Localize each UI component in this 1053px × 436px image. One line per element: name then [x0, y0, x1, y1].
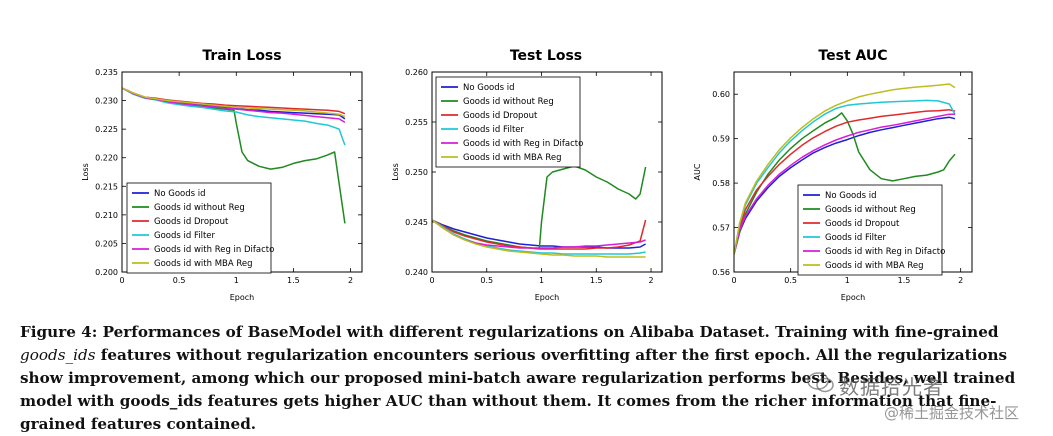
x-tick-label: 1.5: [590, 276, 603, 285]
x-tick-label: 2: [649, 276, 654, 285]
y-tick-label: 0.235: [95, 68, 118, 77]
x-tick-label: 1: [234, 276, 239, 285]
x-tick-label: 0.5: [173, 276, 186, 285]
series-line-4: [122, 87, 346, 146]
series-line-6: [432, 219, 646, 258]
x-tick-label: 0.5: [480, 276, 493, 285]
legend-box: [435, 76, 581, 168]
x-axis-label: Epoch: [535, 293, 560, 302]
y-tick-label: 0.200: [95, 268, 118, 277]
y-tick-label: 0.57: [712, 224, 730, 233]
legend-entry: No Goods id: [154, 189, 206, 199]
caption-italic-term: goods_ids: [20, 346, 96, 364]
y-tick-label: 0.58: [712, 179, 730, 188]
series-line-5: [734, 113, 955, 255]
y-tick-label: 0.210: [95, 211, 118, 220]
legend-entry: Goods id with MBA Reg: [825, 261, 924, 271]
y-tick-label: 0.215: [95, 182, 118, 191]
legend-entry: No Goods id: [825, 191, 877, 201]
series-line-3: [432, 219, 647, 250]
wechat-icon: [807, 372, 834, 393]
x-tick-label: 1: [845, 276, 850, 285]
y-tick-label: 0.260: [405, 68, 428, 77]
y-tick-label: 0.59: [712, 135, 730, 144]
legend-entry: Goods id Dropout: [154, 217, 229, 227]
chart-title: Test AUC: [818, 48, 887, 64]
y-tick-label: 0.255: [405, 118, 428, 127]
x-tick-label: 0: [119, 276, 124, 285]
x-tick-label: 1.5: [287, 276, 300, 285]
y-tick-label: 0.56: [712, 268, 730, 277]
chart-1: Train Loss 0 0.5 1 1.5 2 0.200 0.205 0.210 0.215 0…: [81, 48, 363, 302]
y-tick-label: 0.60: [712, 90, 730, 99]
y-axis-label: AUC: [693, 163, 702, 180]
series-line-3: [734, 109, 956, 255]
y-tick-label: 0.230: [95, 97, 118, 106]
y-tick-label: 0.245: [405, 218, 428, 227]
legend-box: [797, 184, 943, 276]
watermark-site: @稀土掘金技术社区: [884, 404, 1020, 422]
legend-entry: Goods id with Reg in Difacto: [825, 247, 945, 257]
x-tick-label: 1.5: [898, 276, 911, 285]
legend-entry: Goods id Filter: [825, 233, 887, 243]
series-line-6: [122, 87, 346, 118]
series-line-2: [432, 165, 647, 250]
legend-entry: Goods id without Reg: [154, 203, 245, 213]
legend-box: [126, 182, 272, 274]
x-tick-label: 2: [958, 276, 963, 285]
x-tick-label: 1: [539, 276, 544, 285]
series-line-1: [122, 87, 346, 120]
legend-entry: Goods id Filter: [154, 231, 216, 241]
series-line-6: [734, 83, 956, 255]
legend-entry: Goods id with MBA Reg: [463, 153, 562, 163]
y-tick-label: 0.250: [405, 168, 428, 177]
legend: No Goods id Goods id without Reg Goods id …: [435, 76, 583, 168]
chart-3: Test AUC 0 0.5 1 1.5 2 0.56 0.57 0.58 0.59 0.60 Epo…: [693, 48, 973, 302]
legend-entry: Goods id with MBA Reg: [154, 259, 253, 269]
legend-entry: Goods id without Reg: [825, 205, 916, 215]
figure-caption: Figure 4: Performances of BaseModel with…: [20, 321, 1030, 436]
legend-entry: Goods id Dropout: [825, 219, 900, 229]
caption-text-1: Figure 4: Performances of BaseModel with…: [20, 323, 999, 341]
x-tick-label: 0.5: [784, 276, 797, 285]
watermark-account: 数据拾光者: [839, 375, 944, 399]
legend: No Goods id Goods id without Reg Goods id …: [126, 182, 274, 274]
legend-entry: Goods id Dropout: [463, 111, 538, 121]
legend: No Goods id Goods id without Reg Goods id …: [797, 184, 945, 276]
x-axis-label: Epoch: [841, 293, 866, 302]
legend-entry: Goods id with Reg in Difacto: [154, 245, 274, 255]
legend-entry: Goods id Filter: [463, 125, 525, 135]
x-tick-label: 0: [429, 276, 434, 285]
series-line-4: [734, 99, 956, 255]
chart-2: Test Loss 0 0.5 1 1.5 2 0.240 0.245 0.250 0.255 0.…: [391, 48, 663, 302]
y-axis-label: Loss: [391, 163, 400, 181]
x-tick-label: 0: [731, 276, 736, 285]
y-tick-label: 0.220: [95, 154, 118, 163]
y-tick-label: 0.225: [95, 125, 118, 134]
legend-entry: Goods id with Reg in Difacto: [463, 139, 583, 149]
series-line-1: [734, 116, 956, 255]
y-tick-label: 0.205: [95, 239, 118, 248]
x-axis-label: Epoch: [230, 293, 255, 302]
legend-entry: Goods id without Reg: [463, 97, 554, 107]
chart-title: Train Loss: [202, 48, 281, 64]
series-line-2: [734, 112, 956, 255]
x-tick-label: 2: [348, 276, 353, 285]
figure-panels: Train Loss 0 0.5 1 1.5 2 0.200 0.205 0.210 0.215 0…: [81, 48, 973, 302]
plot-frame: [431, 71, 663, 273]
legend-entry: No Goods id: [463, 83, 515, 93]
chart-title: Test Loss: [510, 48, 582, 64]
y-axis-label: Loss: [81, 163, 90, 181]
y-tick-label: 0.240: [405, 268, 428, 277]
